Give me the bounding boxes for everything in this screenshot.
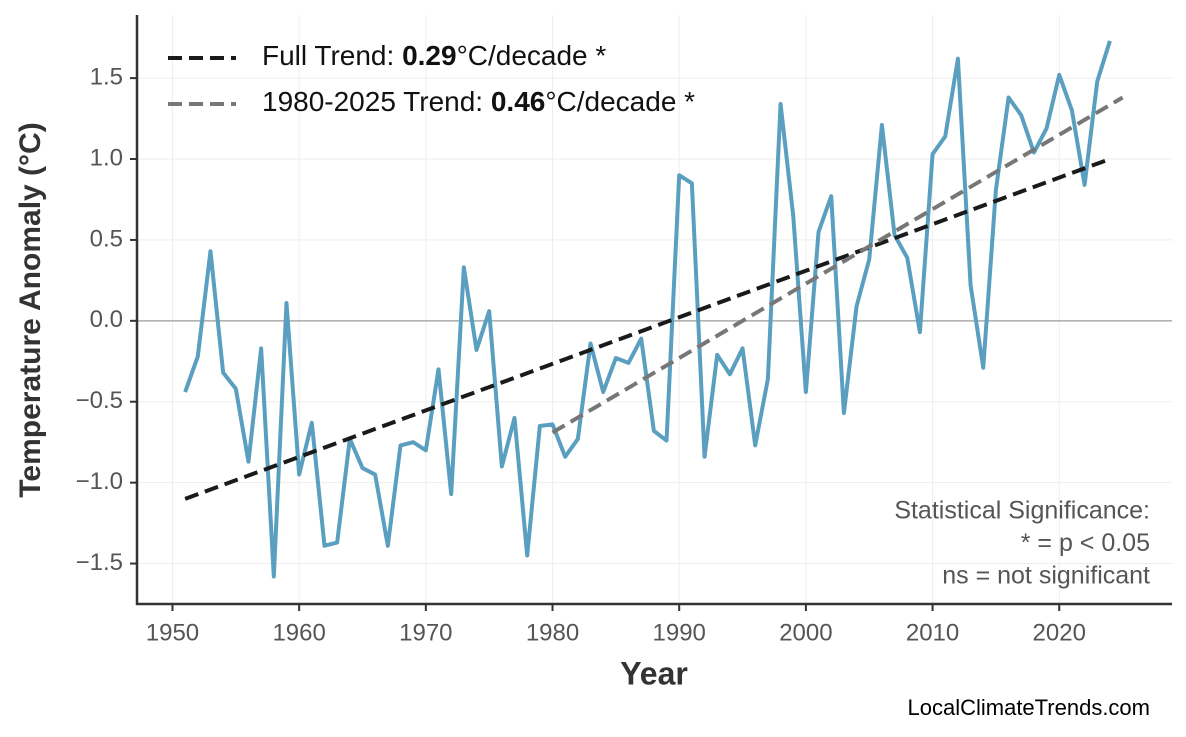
x-tick-label: 1980: [526, 619, 579, 646]
x-tick-label: 1990: [653, 619, 706, 646]
x-tick-label: 2010: [906, 619, 959, 646]
legend-text-part: 0.29: [402, 40, 457, 71]
legend-text-part: Full Trend:: [262, 40, 402, 71]
y-tick-label: −0.5: [76, 387, 123, 414]
trend-line: [184, 157, 1111, 501]
y-tick-label: 1.0: [90, 144, 123, 171]
y-tick-label: 1.5: [90, 63, 123, 90]
legend-text-part: °C/decade *: [545, 86, 695, 117]
x-tick-label: 1950: [146, 619, 199, 646]
x-tick-label: 2000: [779, 619, 832, 646]
legend-label: 1980-2025 Trend: 0.46°C/decade *: [262, 86, 695, 117]
annotation: ns = not significant: [942, 562, 1150, 590]
trend-line: [551, 95, 1124, 435]
legend-text-part: °C/decade *: [457, 40, 607, 71]
legend-text-part: 0.46: [491, 86, 546, 117]
x-tick-label: 2020: [1033, 619, 1086, 646]
x-axis-label: Year: [620, 655, 688, 691]
source: LocalClimateTrends.com: [908, 695, 1151, 720]
y-axis-label: Temperature Anomaly (°C): [14, 122, 47, 497]
y-tick-label: −1.0: [76, 468, 123, 495]
x-tick-label: 1970: [399, 619, 452, 646]
x-tick-label: 1960: [272, 619, 325, 646]
annotation: * = p < 0.05: [1021, 529, 1150, 557]
y-tick-label: 0.0: [90, 306, 123, 333]
legend-label: Full Trend: 0.29°C/decade *: [262, 40, 606, 71]
annotation: Statistical Significance:: [894, 497, 1150, 525]
data-line: [183, 40, 1112, 579]
y-tick-label: 0.5: [90, 225, 123, 252]
legend-text-part: 1980-2025 Trend:: [262, 86, 491, 117]
y-tick-label: −1.5: [76, 549, 123, 576]
